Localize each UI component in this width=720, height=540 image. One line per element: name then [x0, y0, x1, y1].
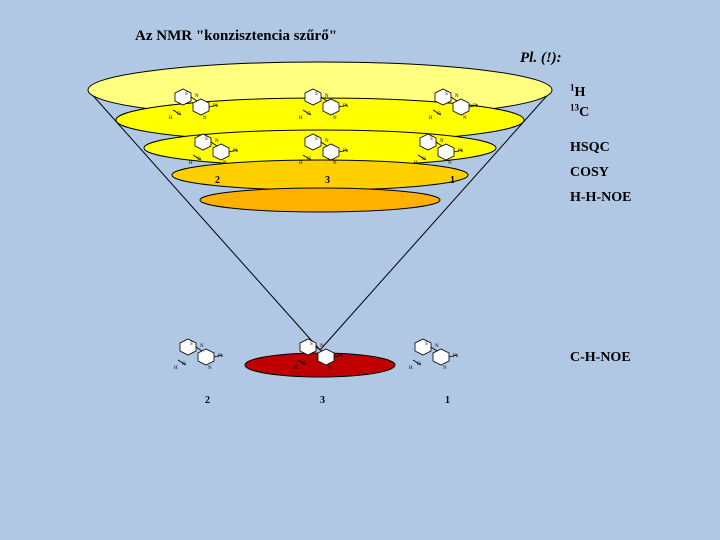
svg-text:N: N: [463, 116, 467, 121]
svg-text:H: H: [189, 161, 193, 166]
svg-text:O: O: [417, 362, 421, 367]
structure-number: 3: [325, 175, 330, 186]
svg-text:Ph: Ph: [218, 354, 224, 359]
slide-title: Az NMR "konzisztencia szűrő": [135, 28, 337, 45]
svg-text:S: S: [425, 342, 428, 347]
svg-text:H: H: [174, 366, 178, 371]
svg-text:N: N: [215, 139, 219, 144]
molecule-top: S N O Ph H N: [165, 85, 225, 125]
svg-text:H: H: [414, 161, 418, 166]
svg-text:N: N: [208, 366, 212, 371]
svg-text:O: O: [197, 157, 201, 162]
molecule-bottom: S N O Ph H N: [290, 335, 350, 375]
structure-number: 3: [320, 395, 325, 406]
svg-text:H: H: [429, 116, 433, 121]
experiment-label: COSY: [570, 165, 609, 181]
experiment-label: C-H-NOE: [570, 350, 631, 366]
molecule-mid: S N O Ph H N: [410, 130, 470, 170]
experiment-label: 13C: [570, 105, 589, 121]
molecule-mid: S N O Ph H N: [185, 130, 245, 170]
molecule-bottom: S N O Ph H N: [170, 335, 230, 375]
svg-text:O: O: [182, 362, 186, 367]
svg-text:Ph: Ph: [453, 354, 459, 359]
structure-number: 1: [445, 395, 450, 406]
svg-text:H: H: [299, 116, 303, 121]
svg-text:S: S: [430, 137, 433, 142]
svg-text:N: N: [203, 116, 207, 121]
svg-text:N: N: [435, 344, 439, 349]
svg-text:Ph: Ph: [343, 149, 349, 154]
molecule-mid: S N O Ph H N: [295, 130, 355, 170]
svg-text:N: N: [333, 161, 337, 166]
experiment-label: HSQC: [570, 140, 610, 156]
molecule-top: S N O Ph H N: [425, 85, 485, 125]
svg-text:Ph: Ph: [473, 104, 479, 109]
svg-text:O: O: [307, 112, 311, 117]
structure-number: 2: [205, 395, 210, 406]
structure-number: 2: [215, 175, 220, 186]
svg-text:H: H: [169, 116, 173, 121]
molecule-top: S N O Ph H N: [295, 85, 355, 125]
svg-text:S: S: [445, 92, 448, 97]
svg-text:S: S: [315, 92, 318, 97]
svg-text:O: O: [437, 112, 441, 117]
svg-text:O: O: [307, 157, 311, 162]
svg-text:O: O: [422, 157, 426, 162]
svg-text:Ph: Ph: [233, 149, 239, 154]
experiment-label: H-H-NOE: [570, 190, 631, 206]
svg-text:N: N: [325, 94, 329, 99]
svg-text:Ph: Ph: [458, 149, 464, 154]
svg-text:N: N: [440, 139, 444, 144]
svg-text:H: H: [299, 161, 303, 166]
svg-text:N: N: [333, 116, 337, 121]
svg-text:N: N: [443, 366, 447, 371]
svg-text:N: N: [455, 94, 459, 99]
svg-text:H: H: [409, 366, 413, 371]
svg-text:N: N: [223, 161, 227, 166]
svg-text:S: S: [185, 92, 188, 97]
svg-text:S: S: [205, 137, 208, 142]
svg-text:S: S: [190, 342, 193, 347]
svg-text:N: N: [195, 94, 199, 99]
svg-text:S: S: [315, 137, 318, 142]
structure-number: 1: [450, 175, 455, 186]
svg-text:Ph: Ph: [338, 354, 344, 359]
svg-text:O: O: [302, 362, 306, 367]
svg-text:H: H: [294, 366, 298, 371]
svg-text:S: S: [310, 342, 313, 347]
experiment-label: 1H: [570, 85, 585, 101]
svg-text:N: N: [320, 344, 324, 349]
molecule-bottom: S N O Ph H N: [405, 335, 465, 375]
svg-text:Ph: Ph: [343, 104, 349, 109]
svg-text:N: N: [448, 161, 452, 166]
svg-text:O: O: [177, 112, 181, 117]
svg-text:Ph: Ph: [213, 104, 219, 109]
svg-text:N: N: [328, 366, 332, 371]
svg-text:N: N: [200, 344, 204, 349]
svg-text:N: N: [325, 139, 329, 144]
